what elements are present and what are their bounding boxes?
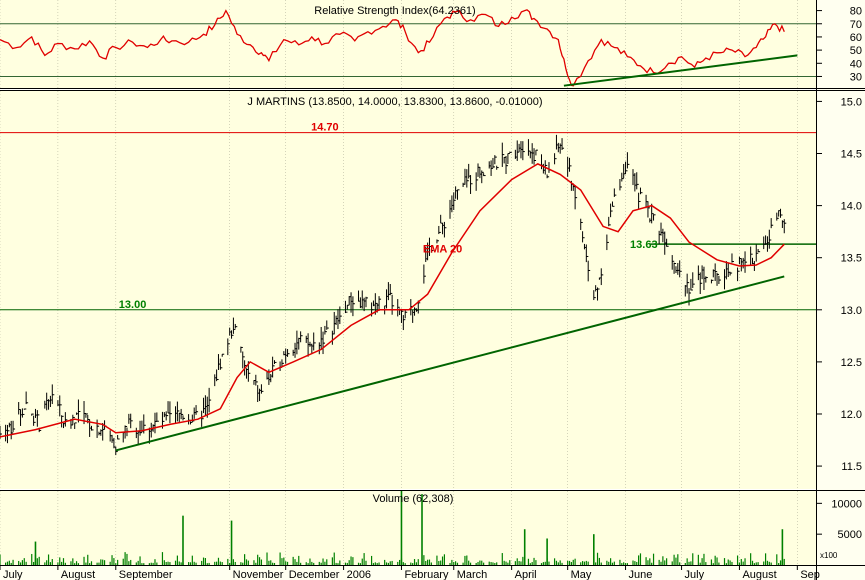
price-axis: 15.0 14.5 14.0 13.5 13.0 12.5 12.0 11.5 xyxy=(816,96,862,473)
grid xyxy=(0,0,798,565)
rsi-axis-tick-label: 30 xyxy=(850,71,862,83)
x-axis-tick-label: August xyxy=(742,569,776,580)
x-axis-tick-label: September xyxy=(119,569,173,580)
rsi-panel-bg xyxy=(0,0,816,88)
rsi-axis-tick-label: 40 xyxy=(850,58,862,70)
price-axis-tick-label: 15.0 xyxy=(841,96,862,108)
x-axis-tick-label: December xyxy=(289,569,340,580)
price-title: J MARTINS (13.8500, 14.0000, 13.8300, 13… xyxy=(247,96,542,108)
x-axis-bg xyxy=(0,565,865,580)
price-panel-bg xyxy=(0,91,816,489)
x-axis-tick-label: June xyxy=(629,569,653,580)
volume-panel-bg xyxy=(0,491,816,565)
resistance-label: 14.70 xyxy=(311,122,339,134)
x-axis-tick-label: March xyxy=(457,569,488,580)
x-axis-tick-label: April xyxy=(515,569,537,580)
x-axis-tick-label: November xyxy=(233,569,284,580)
volume-title: Volume (62,308) xyxy=(373,493,454,505)
x-axis: July August September November December 2006 F… xyxy=(0,565,820,580)
x-axis-tick-label: February xyxy=(404,569,449,580)
price-trendline xyxy=(115,275,785,452)
rsi-axis-tick-label: 60 xyxy=(850,32,862,44)
support-label: 13.00 xyxy=(119,299,147,311)
price-axis-tick-label: 14.0 xyxy=(841,201,862,213)
y-axis-bg xyxy=(816,0,865,565)
x-axis-tick-label: May xyxy=(571,569,592,580)
x-axis-tick-label: August xyxy=(61,569,95,580)
price-axis-tick-label: 14.5 xyxy=(841,149,862,161)
x-axis-tick-label: 2006 xyxy=(347,569,371,580)
volume-axis: 10000 5000 xyxy=(816,498,862,541)
volume-unit: x100 xyxy=(820,551,838,560)
price-axis-tick-label: 12.5 xyxy=(841,357,862,369)
ema-20-line xyxy=(0,163,785,438)
rsi-axis-tick-label: 70 xyxy=(850,19,862,31)
x-axis-tick-label: Sep xyxy=(800,569,820,580)
x-axis-tick-label: July xyxy=(3,569,23,580)
rsi-line xyxy=(0,9,785,87)
volume-axis-tick-label: 10000 xyxy=(831,498,862,510)
rsi-axis-tick-label: 50 xyxy=(850,45,862,57)
price-axis-tick-label: 12.0 xyxy=(841,409,862,421)
price-axis-tick-label: 13.5 xyxy=(841,253,862,265)
price-axis-tick-label: 11.5 xyxy=(841,461,862,473)
rsi-axis-tick-label: 80 xyxy=(850,6,862,18)
price-axis-tick-label: 13.0 xyxy=(841,305,862,317)
volume-bars xyxy=(0,491,785,565)
neckline-label: 13.63 xyxy=(630,239,658,251)
rsi-title: Relative Strength Index(64.2361) xyxy=(314,5,475,17)
ema-label: EMA 20 xyxy=(423,243,462,255)
rsi-trendline xyxy=(563,54,798,87)
x-axis-tick-label: July xyxy=(685,569,705,580)
volume-axis-tick-label: 5000 xyxy=(838,529,862,541)
